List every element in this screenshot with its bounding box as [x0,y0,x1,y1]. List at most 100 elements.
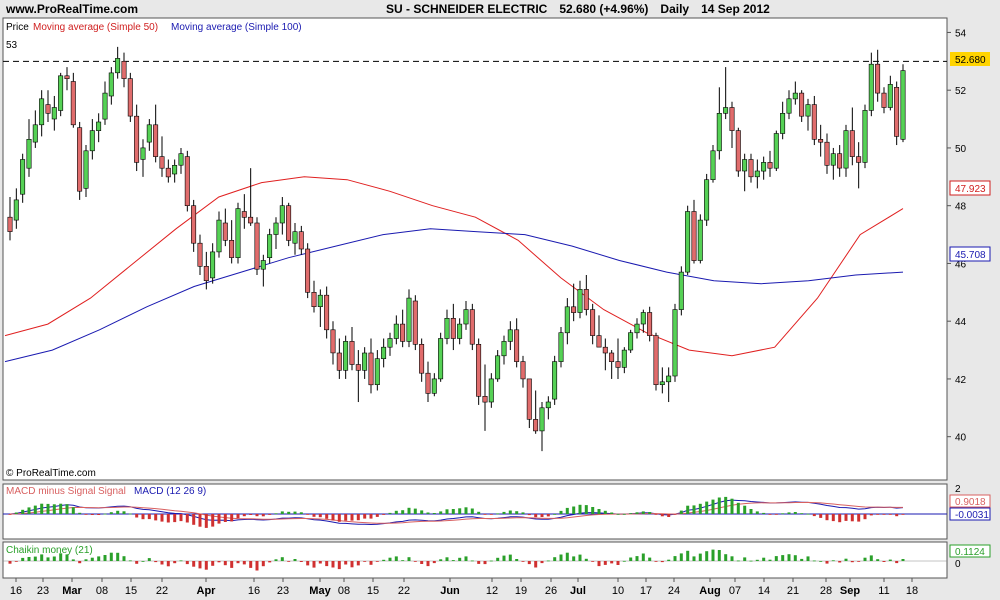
candle [134,104,140,172]
last-price-label: 52.680 [955,55,986,66]
chaikin-bar [692,556,696,561]
x-tick-label: 08 [338,585,350,597]
chaikin-bar [793,555,797,561]
candle [292,223,298,255]
candle [469,303,475,351]
macd-histogram-bar [565,507,569,514]
candle [184,150,190,212]
site-label[interactable]: www.ProRealTime.com [6,2,139,16]
candle [476,338,482,405]
macd-histogram-bar [147,514,151,520]
x-tick-label: 16 [10,585,22,597]
chaikin-zero-label: 0 [955,559,961,570]
candle [425,361,431,403]
chaikin-bar [635,556,639,561]
macd-histogram-bar [730,498,734,514]
chaikin-bar [407,557,411,561]
chaikin-bar [147,558,151,561]
macd-histogram-bar [527,514,531,516]
candle [805,98,811,131]
chaikin-bar [622,560,626,562]
chaikin-bar [660,561,664,563]
macd-histogram-bar [426,512,430,514]
candle [818,124,824,157]
candle [792,81,798,105]
candle [298,225,304,255]
macd-histogram-bar [464,507,468,514]
macd-histogram-bar [654,514,658,515]
candle [178,147,184,174]
macd-histogram-bar [660,514,664,517]
y-tick-label: 48 [955,202,967,213]
chaikin-bar [217,561,221,563]
macd-histogram-bar [787,512,791,514]
candle [349,326,355,371]
chaikin-bar [331,561,335,568]
macd-histogram-bar [635,512,639,514]
macd-histogram-bar [711,499,715,514]
candle [577,280,583,319]
candle [564,298,570,345]
macd-histogram-bar [141,514,145,520]
candle [697,214,703,264]
chaikin-bar [97,556,101,561]
chaikin-bar [230,561,234,568]
macd-histogram-bar [337,514,341,522]
candle [400,309,406,348]
chaikin-bar [198,561,202,569]
macd-histogram-bar [591,507,595,514]
chaikin-bar [293,559,297,561]
copyright-label: © ProRealTime.com [6,468,96,479]
macd-histogram-bar [166,514,170,523]
candle [140,139,146,177]
macd-histogram-bar [679,510,683,514]
chaikin-bar [65,554,69,561]
chaikin-bar [236,561,240,564]
chaikin-bar [724,554,728,561]
chaikin-legend: Chaikin money (21) [6,545,93,556]
chaikin-bar [895,561,899,564]
macd-histogram-bar [895,514,899,517]
candle [83,145,89,198]
chaikin-bar [711,549,715,561]
candle [127,72,133,122]
macd-histogram-bar [584,505,588,514]
chaikin-bar [52,556,56,561]
macd-histogram-bar [812,514,816,517]
macd-histogram-bar [382,514,386,515]
candle [279,197,285,235]
chaikin-bar [743,557,747,561]
chaikin-bar [375,561,379,562]
macd-histogram-bar [356,514,360,521]
candle [336,338,342,379]
macd-histogram-bar [793,512,797,514]
macd-histogram-bar [173,514,177,523]
candle [191,199,197,252]
macd-histogram-bar [204,514,208,528]
chaikin-bar [705,551,709,561]
candle [837,145,843,177]
x-tick-label: 15 [367,585,379,597]
macd-histogram-bar [249,514,253,515]
chaikin-bar [800,558,804,561]
candle [229,220,235,264]
chaikin-bar [185,561,189,565]
chaikin-bar [844,558,848,561]
candle [58,72,64,117]
macd-histogram-bar [736,502,740,514]
chaikin-bar [521,561,525,562]
macd-histogram-bar [103,513,107,515]
chaikin-bar [223,561,227,566]
chaikin-bar [160,561,164,565]
macd-histogram-bar [572,506,576,514]
macd-histogram-bar [299,512,303,514]
chaikin-bar [787,554,791,561]
macd-histogram-bar [876,514,880,515]
y-tick-label: 46 [955,259,967,270]
price-panel [2,17,948,481]
macd-histogram-bar [667,514,671,517]
x-tick-label: 15 [125,585,137,597]
candle [495,350,501,382]
candle [628,329,634,353]
